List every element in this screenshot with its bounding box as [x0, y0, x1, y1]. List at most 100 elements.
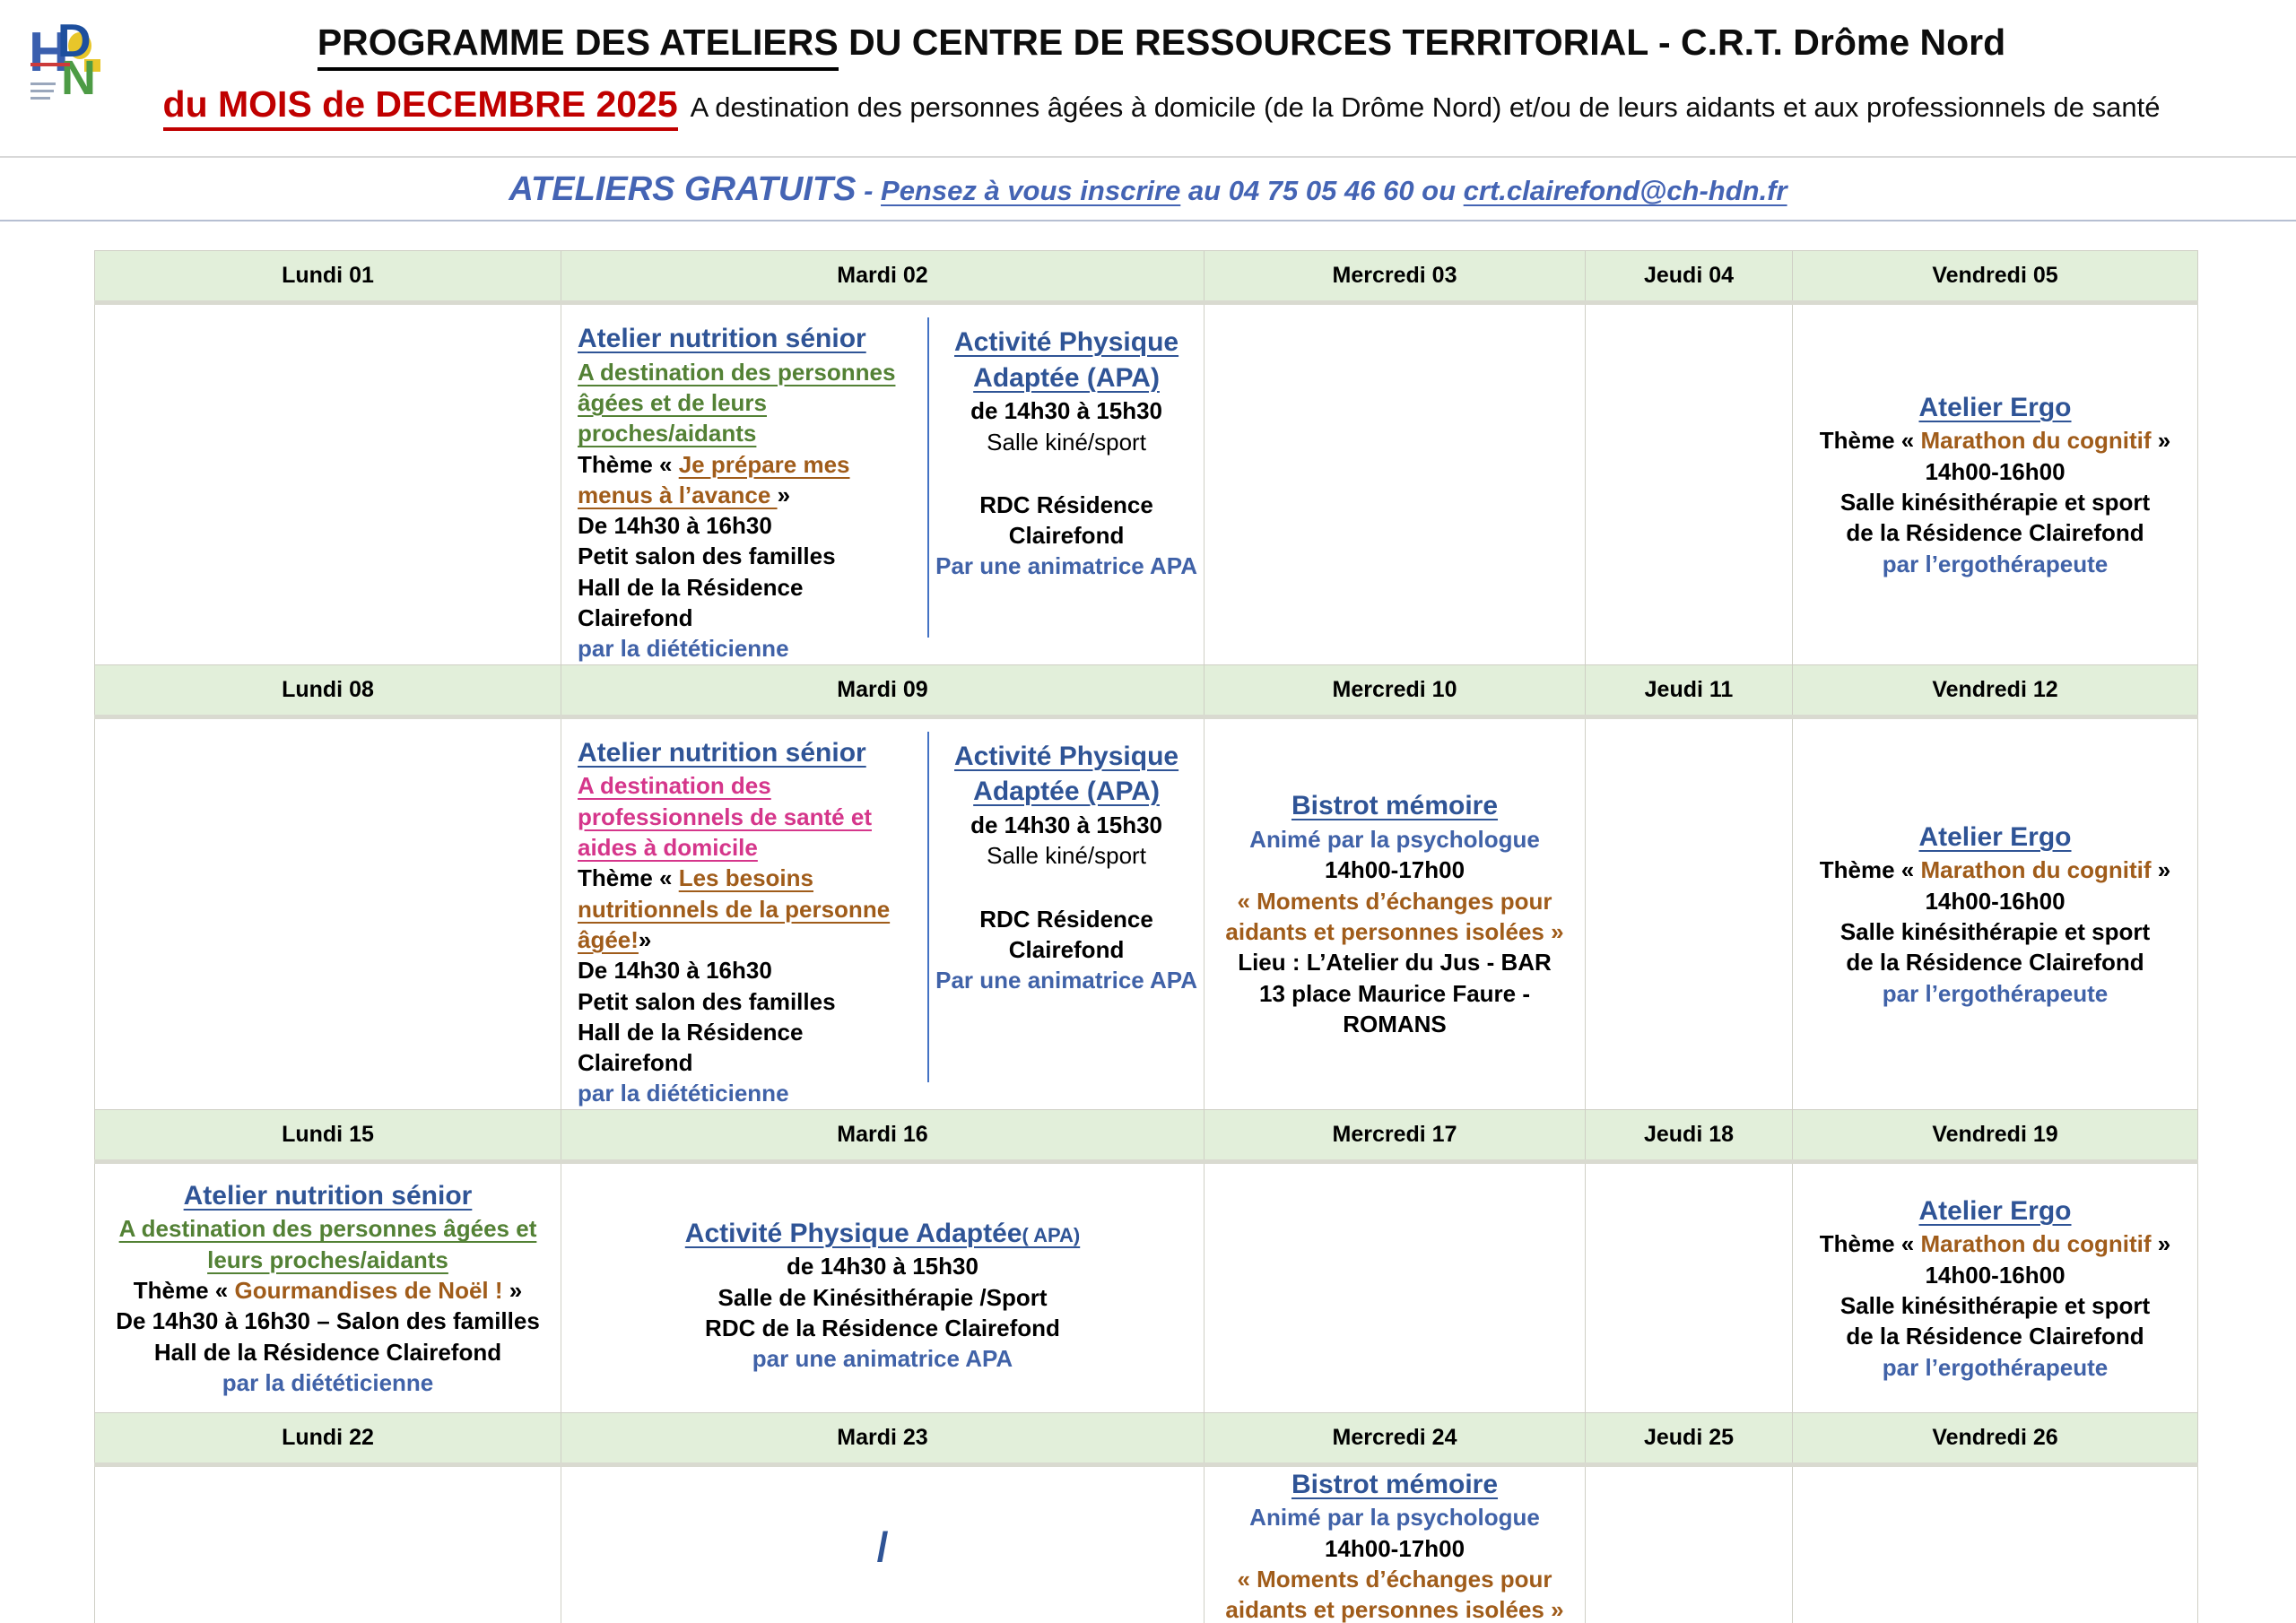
logo-small-text-bar	[30, 97, 50, 100]
event-title-abbrev: ( APA)	[1022, 1223, 1081, 1246]
empty-cell-jeudi-18	[1585, 1160, 1793, 1413]
day-header-cell: Vendredi 26	[1792, 1411, 2198, 1467]
event-time: 14h00-16h00	[1925, 1261, 2066, 1289]
event-staff: Animé par la psychologue	[1249, 1504, 1540, 1532]
day-header-cell: Mercredi 24	[1204, 1411, 1586, 1467]
cell-mardi-23: /	[561, 1463, 1205, 1623]
event-title: Atelier Ergo	[1918, 821, 2072, 852]
free-workshops-banner: ATELIERS GRATUITS - Pensez à vous inscri…	[0, 170, 2296, 209]
event-location: Salle kinésithérapie et sport	[1839, 917, 2151, 945]
day-header-cell: Jeudi 04	[1585, 250, 1793, 305]
event-staff: par l’ergothérapeute	[1882, 979, 2109, 1007]
event-time: 14h00-16h00	[1925, 457, 2066, 485]
month-title: du MOIS de DECEMBRE 2025	[162, 83, 678, 131]
event-staff: Par une animatrice APA	[935, 552, 1197, 580]
event-location: de la Résidence Clairefond	[1846, 519, 2144, 547]
day-header-cell: Mardi 23	[561, 1411, 1205, 1467]
theme-suffix: »	[2151, 1230, 2171, 1258]
day-header-cell: Jeudi 18	[1585, 1108, 1793, 1164]
divider-line	[0, 220, 2296, 221]
event-location: de la Résidence Clairefond	[1846, 949, 2144, 976]
week1-content-row: Atelier nutrition sénior A destination d…	[94, 302, 2198, 665]
theme-prefix: Thème «	[1819, 427, 1921, 455]
hdn-logo: H D N	[29, 18, 115, 113]
phone-number: 04 75 05 46 60	[1228, 175, 1414, 206]
cell-vendredi-19: Atelier Ergo Thème « Marathon du cogniti…	[1792, 1160, 2198, 1413]
event-time: 14h00-17h00	[1324, 1534, 1465, 1562]
day-header-cell: Lundi 01	[94, 250, 561, 305]
page-title-rest: DU CENTRE DE RESSOURCES TERRITORIAL - C.…	[838, 22, 2006, 63]
event-title: Atelier nutrition sénior	[578, 737, 866, 768]
cell-lundi-15: Atelier nutrition sénior A destination d…	[94, 1160, 561, 1413]
event-staff: par une animatrice APA	[752, 1345, 1013, 1373]
logo-letter-d: D	[57, 15, 91, 67]
day-header-cell: Lundi 22	[94, 1411, 561, 1467]
day-header-cell: Vendredi 05	[1792, 250, 2198, 305]
theme-suffix: »	[638, 925, 652, 953]
event-location: 13 place Maurice Faure - ROMANS	[1258, 979, 1531, 1037]
event-ergo-dec05: Atelier Ergo Thème « Marathon du cogniti…	[1793, 390, 2197, 579]
event-location: Petit salon des familles	[578, 542, 836, 570]
theme-prefix: Thème «	[578, 864, 679, 892]
event-title: Atelier Ergo	[1918, 1195, 2072, 1226]
event-quote: « Moments d’échanges pour aidants et per…	[1225, 1565, 1564, 1623]
empty-cell-jeudi-11	[1585, 716, 1793, 1110]
cell-mardi-02: Atelier nutrition sénior A destination d…	[561, 302, 1205, 665]
event-location: Hall de la Résidence Clairefond	[578, 1018, 804, 1077]
day-header-cell: Mardi 09	[561, 664, 1205, 719]
event-theme: Thème « Je prépare mes menus à l’avance …	[578, 449, 915, 511]
cell-divider-line	[927, 731, 930, 1082]
event-theme: Thème « Marathon du cognitif »	[1793, 425, 2197, 456]
event-staff: par l’ergothérapeute	[1882, 550, 2109, 577]
event-title: Activité Physique Adaptée( APA)	[684, 1218, 1081, 1248]
event-bistrot-memoire-dec24: Bistrot mémoire Animé par la psychologue…	[1205, 1467, 1585, 1623]
event-location: Lieu : L’Atelier du Jus - BAR	[1238, 949, 1552, 976]
event-audience: A destination des personnes âgées et de …	[578, 358, 896, 447]
event-location: RDC Résidence Clairefond	[979, 905, 1153, 963]
register-call-to-action: Pensez à vous inscrire	[881, 175, 1181, 206]
cell-vendredi-05: Atelier Ergo Thème « Marathon du cogniti…	[1792, 302, 2198, 665]
week3-day-header-row: Lundi 15 Mardi 16 Mercredi 17 Jeudi 18 V…	[94, 1108, 2198, 1164]
event-staff: par la diététicienne	[578, 635, 789, 663]
event-title: Activité Physique Adaptée (APA)	[954, 327, 1179, 393]
week4-content-row: / Bistrot mémoire Animé par la psycholog…	[94, 1463, 2198, 1623]
event-location: RDC de la Résidence Clairefond	[705, 1314, 1060, 1341]
event-title: Atelier nutrition sénior	[183, 1180, 473, 1211]
event-location: Salle kinésithérapie et sport	[1839, 1291, 2151, 1319]
event-location: RDC Résidence Clairefond	[979, 490, 1153, 550]
event-time: de 14h30 à 15h30	[970, 811, 1163, 838]
week4-day-header-row: Lundi 22 Mardi 23 Mercredi 24 Jeudi 25 V…	[94, 1411, 2198, 1467]
event-title: Activité Physique Adaptée (APA)	[954, 741, 1179, 807]
event-audience: A destination des personnes âgées et leu…	[118, 1215, 537, 1273]
empty-cell-jeudi-04	[1585, 302, 1793, 665]
theme-suffix: »	[502, 1276, 523, 1304]
event-nutrition-senior-dec02: Atelier nutrition sénior A destination d…	[561, 305, 927, 664]
theme-prefix: Thème «	[1819, 1230, 1921, 1258]
day-header-cell: Jeudi 11	[1585, 664, 1793, 719]
day-header-cell: Mercredi 17	[1204, 1108, 1586, 1164]
theme-text: Les besoins nutritionnels de la personne…	[578, 864, 891, 953]
logo-small-text-bar	[30, 90, 54, 92]
event-nutrition-senior-dec15: Atelier nutrition sénior A destination d…	[95, 1164, 561, 1398]
event-theme: Thème « Marathon du cognitif »	[1793, 855, 2197, 885]
theme-text: Marathon du cognitif	[1920, 427, 2152, 455]
cell-mardi-09: Atelier nutrition sénior A destination d…	[561, 716, 1205, 1110]
event-location: Salle kinésithérapie et sport	[1839, 489, 2151, 516]
theme-text: Marathon du cognitif	[1920, 856, 2152, 884]
page-title: PROGRAMME DES ATELIERS DU CENTRE DE RESS…	[135, 22, 2188, 71]
divider-line	[0, 156, 2296, 158]
event-theme: Thème « Les besoins nutritionnels de la …	[578, 863, 915, 955]
day-header-cell: Vendredi 19	[1792, 1108, 2198, 1164]
event-time: De 14h30 à 16h30 – Salon des familles	[116, 1307, 540, 1335]
theme-suffix: »	[2151, 856, 2171, 884]
event-title: Bistrot mémoire	[1291, 1469, 1499, 1499]
cell-vendredi-12: Atelier Ergo Thème « Marathon du cogniti…	[1792, 716, 2198, 1110]
theme-prefix: Thème «	[1819, 856, 1921, 884]
email-link[interactable]: crt.clairefond@ch-hdn.fr	[1463, 175, 1787, 206]
theme-suffix: »	[777, 481, 791, 508]
event-location: de la Résidence Clairefond	[1846, 1323, 2144, 1350]
cell-mercredi-24: Bistrot mémoire Animé par la psychologue…	[1204, 1463, 1586, 1623]
theme-prefix: Thème «	[133, 1276, 235, 1304]
event-time: De 14h30 à 16h30	[578, 957, 772, 985]
week2-content-row: Atelier nutrition sénior A destination d…	[94, 716, 2198, 1110]
